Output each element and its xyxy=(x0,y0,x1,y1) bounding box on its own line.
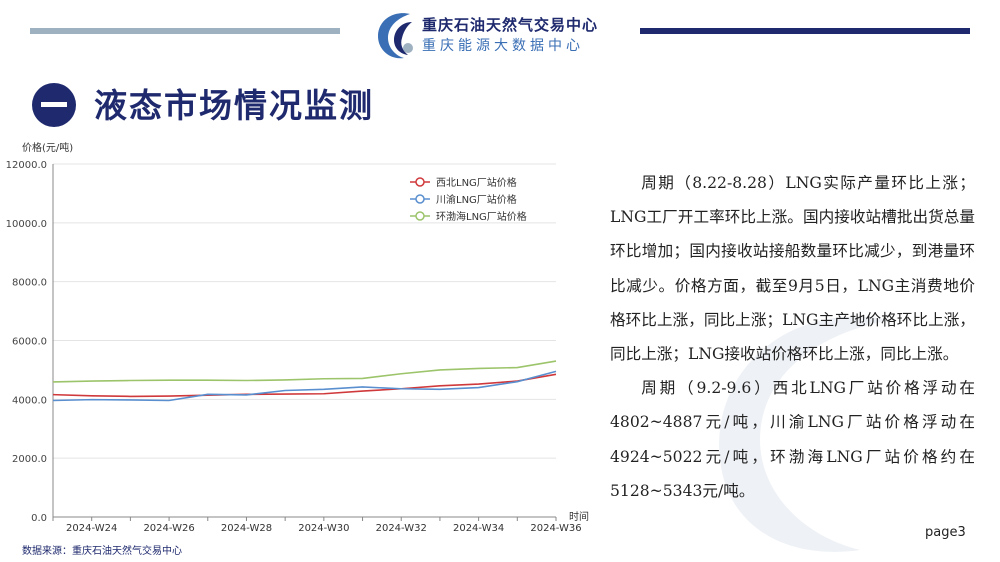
y-tick-label: 10000.0 xyxy=(6,219,47,230)
company-logo-icon xyxy=(378,13,413,59)
legend-label: 川渝LNG厂站价格 xyxy=(436,193,517,206)
x-tick-label: 2024-W30 xyxy=(298,523,349,534)
y-tick-label: 4000.0 xyxy=(12,395,47,406)
y-tick-label: 8000.0 xyxy=(12,278,47,289)
page-number: page3 xyxy=(925,525,966,540)
analysis-paragraph-2: 周期（9.2-9.6）西北LNG厂站价格浮动在4802~4887元/吨，川渝LN… xyxy=(610,379,975,500)
legend-label: 西北LNG厂站价格 xyxy=(436,176,517,189)
y-axis-label: 价格(元/吨) xyxy=(22,141,73,154)
x-tick-label: 2024-W26 xyxy=(143,523,194,534)
y-tick-label: 2000.0 xyxy=(12,454,47,465)
legend-label: 环渤海LNG厂站价格 xyxy=(436,210,527,223)
section-number-dash xyxy=(41,102,67,107)
x-tick-label: 2024-W28 xyxy=(221,523,272,534)
logo-line2: 重庆能源大数据中心 xyxy=(422,38,584,54)
data-source-note: 数据来源：重庆石油天然气交易中心 xyxy=(22,546,182,557)
analysis-text: 周期（8.22-8.28）LNG实际产量环比上涨；LNG工厂开工率环比上涨。国内… xyxy=(610,166,975,508)
y-tick-label: 6000.0 xyxy=(12,337,47,348)
x-axis-label: 时间 xyxy=(569,510,589,523)
y-tick-label: 12000.0 xyxy=(6,160,47,171)
series-line-1 xyxy=(52,370,557,402)
header-right-bar xyxy=(640,28,970,34)
x-tick-label: 2024-W34 xyxy=(453,523,504,534)
price-line-chart: 价格(元/吨) 时间 0.0 2000.0 4000.0 6000.0 8000.0 10… xyxy=(6,141,589,534)
x-tick-label: 2024-W32 xyxy=(376,523,427,534)
legend-marker xyxy=(415,194,425,204)
legend-marker xyxy=(415,211,425,221)
analysis-paragraph-1: 周期（8.22-8.28）LNG实际产量环比上涨；LNG工厂开工率环比上涨。国内… xyxy=(610,174,975,364)
series-line-2 xyxy=(52,360,557,383)
logo-line1: 重庆石油天然气交易中心 xyxy=(422,16,599,34)
watermark-logo-icon xyxy=(719,316,890,552)
x-tick-label: 2024-W24 xyxy=(66,523,117,534)
header-left-bar xyxy=(30,28,340,34)
x-tick-label: 2024-W36 xyxy=(530,523,581,534)
legend-marker xyxy=(415,177,425,187)
section-title: 液态市场情况监测 xyxy=(94,86,374,125)
y-tick-label: 0.0 xyxy=(31,513,47,524)
series-line-0 xyxy=(52,373,557,398)
